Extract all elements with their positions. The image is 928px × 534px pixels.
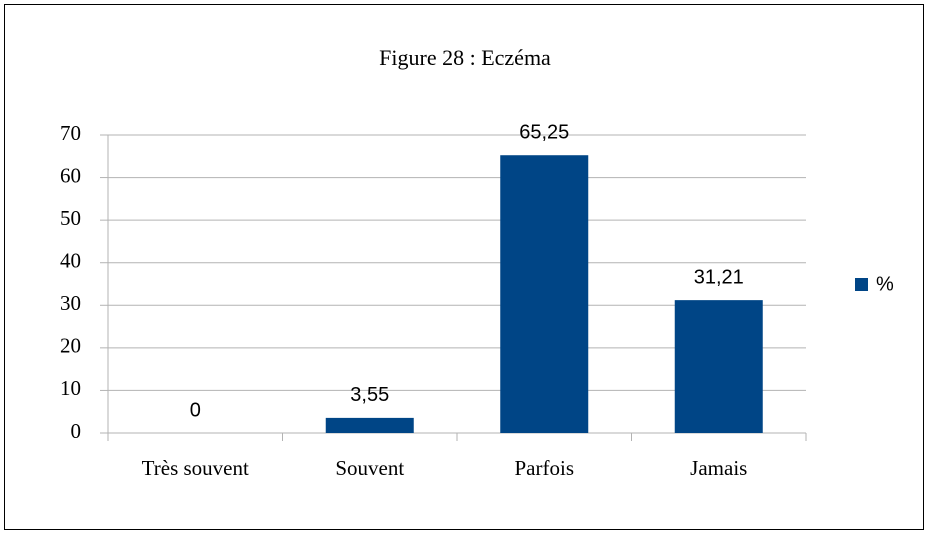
- bar: [500, 155, 589, 433]
- chart-border: [4, 4, 924, 530]
- y-tick-label: 70: [60, 121, 81, 145]
- y-tick-label: 10: [60, 376, 81, 400]
- y-tick-label: 50: [60, 206, 81, 230]
- y-tick-label: 60: [60, 163, 81, 187]
- x-tick-label: Parfois: [515, 456, 575, 480]
- data-label: 3,55: [350, 384, 389, 406]
- y-tick-label: 0: [71, 419, 82, 443]
- legend-swatch: [855, 278, 868, 291]
- x-tick-label: Très souvent: [142, 456, 249, 480]
- bar: [325, 417, 414, 433]
- y-tick-label: 40: [60, 249, 81, 273]
- x-tick-label: Souvent: [335, 456, 404, 480]
- y-tick-label: 30: [60, 291, 81, 315]
- data-label: 65,25: [519, 122, 569, 144]
- y-tick-label: 20: [60, 334, 81, 358]
- bar: [674, 300, 763, 433]
- chart-title: Figure 28 : Eczéma: [379, 45, 551, 70]
- data-label: 31,21: [694, 266, 744, 288]
- data-label: 0: [190, 399, 201, 421]
- x-tick-label: Jamais: [690, 456, 747, 480]
- legend-label: %: [876, 273, 894, 295]
